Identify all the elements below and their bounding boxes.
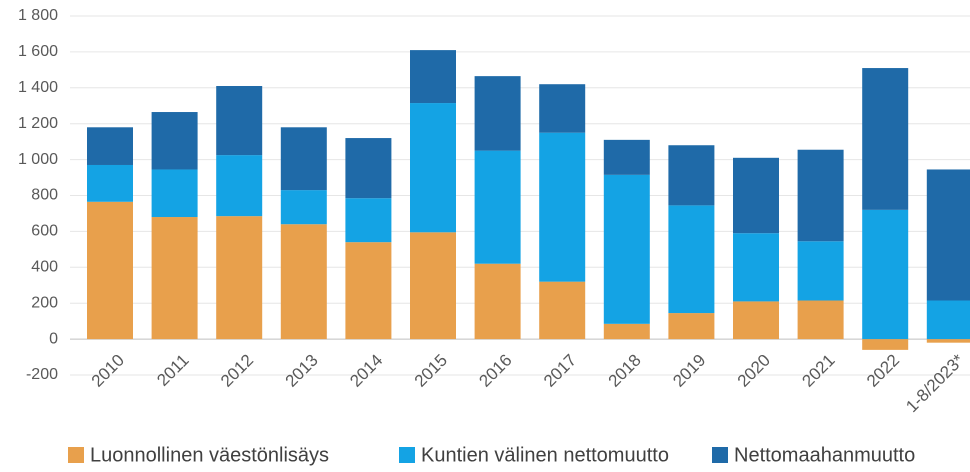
bar [862,68,909,210]
x-tick-label: 2022 [863,351,903,391]
y-tick-label: 800 [31,187,58,204]
bar [151,112,198,170]
bar [733,157,779,234]
bar [216,86,263,156]
x-tick-label: 2014 [346,351,386,391]
bar [216,216,263,340]
bar [797,300,844,340]
x-tick-label: 2019 [669,351,709,391]
bar [539,84,586,133]
bar [539,132,586,282]
bar [280,224,327,340]
bar [280,190,327,225]
bar [603,323,650,340]
bar [926,300,970,340]
bar [474,263,521,340]
bar [87,164,133,202]
bar [668,205,715,314]
bar [87,201,133,340]
bar [345,242,392,340]
x-tick-label: 2013 [282,351,322,391]
legend-label: Luonnollinen väestönlisäys [90,444,329,466]
x-tick-label: 2021 [798,351,838,391]
y-tick-label: -200 [26,366,58,383]
y-tick-label: 400 [31,259,58,276]
x-tick-label: 2018 [605,351,645,391]
bar [87,127,133,165]
bar [151,169,198,218]
bar [926,339,970,343]
bar [926,169,970,301]
y-tick-label: 1 800 [18,7,58,24]
y-tick-label: 1 600 [18,43,58,60]
y-tick-label: 1 000 [18,151,58,168]
bar [603,174,650,324]
x-tick-label: 2012 [217,351,257,391]
y-tick-label: 0 [49,330,58,347]
legend-swatch [399,447,415,463]
x-tick-label: 2011 [153,351,192,390]
bar [668,145,715,206]
bar [539,281,586,340]
legend-swatch [712,447,728,463]
y-tick-label: 1 200 [18,115,58,132]
legend-label: Nettomaahanmuutto [734,444,915,466]
x-tick-label: 2017 [540,351,580,391]
x-tick-label: 2015 [411,351,451,391]
bar [410,50,456,104]
bar [668,313,715,340]
y-tick-label: 1 400 [18,79,58,96]
x-tick-label: 2020 [734,351,774,391]
bar [410,103,456,233]
bar [345,138,392,199]
y-tick-label: 200 [31,294,58,311]
bar [474,150,521,264]
y-tick-label: 600 [31,223,58,240]
bar [603,139,650,175]
x-tick-label: 2010 [88,351,128,391]
legend-swatch [68,447,84,463]
bar [474,76,521,151]
bar [216,155,263,217]
bar [733,233,779,302]
bar [862,339,909,350]
bar [410,232,456,340]
bar [797,241,844,301]
bar [151,217,198,340]
x-tick-label: 2016 [475,351,515,391]
bar [733,301,779,340]
legend-label: Kuntien välinen nettomuutto [421,444,669,466]
bar [797,149,844,242]
x-tick-label: 1-8/2023* [902,350,968,416]
bar [345,198,392,243]
bar [862,209,909,340]
bar [280,127,327,191]
